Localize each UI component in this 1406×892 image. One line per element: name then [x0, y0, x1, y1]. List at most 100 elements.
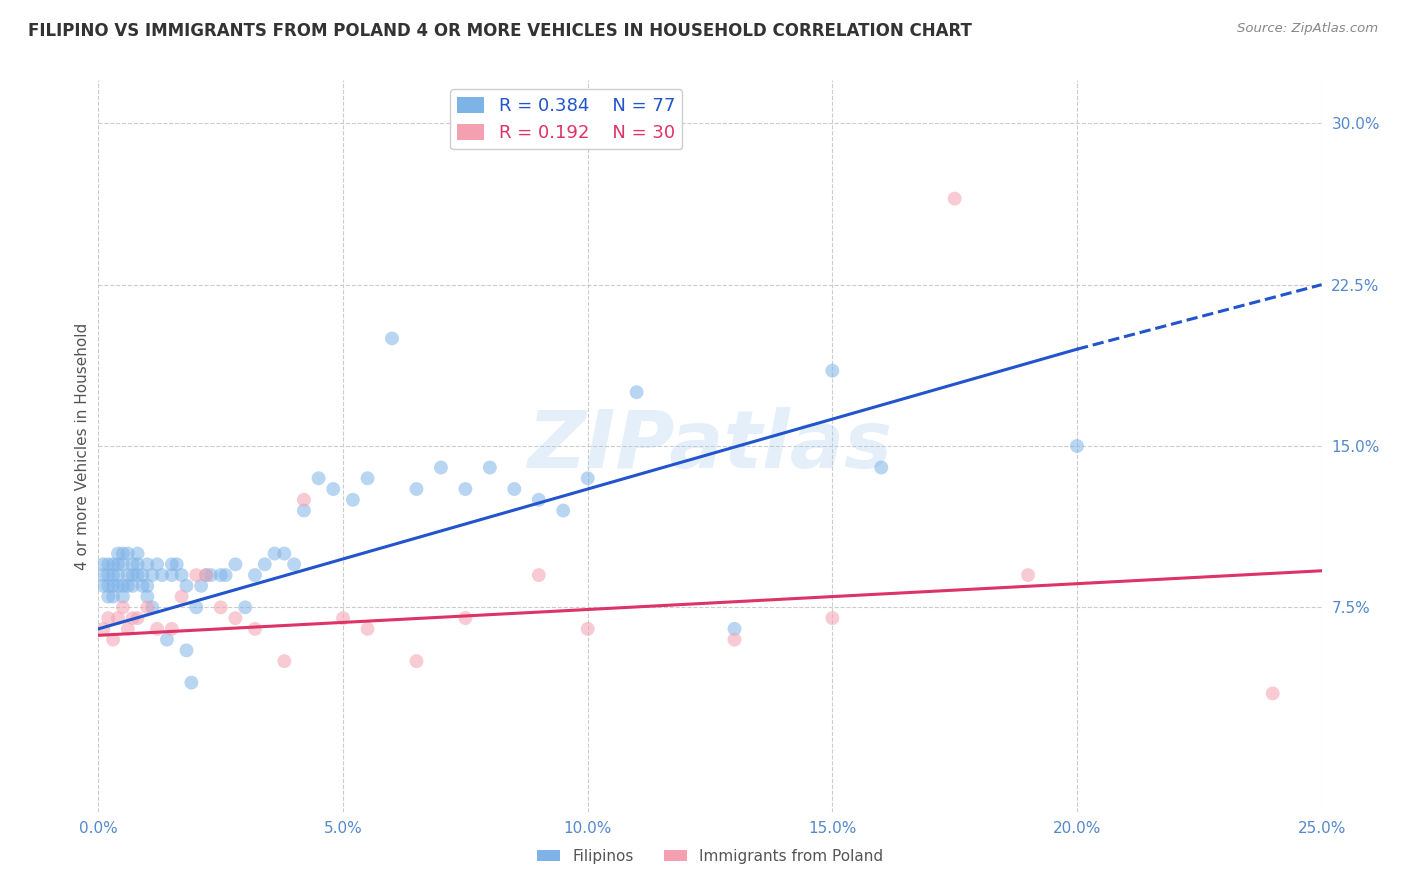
Point — [1261, 686, 1284, 700]
Point — [233, 600, 256, 615]
Point — [121, 611, 143, 625]
Point — [186, 568, 208, 582]
Point — [117, 568, 139, 582]
Point — [111, 600, 134, 615]
Point — [292, 503, 315, 517]
Point — [121, 558, 143, 572]
Point — [91, 622, 114, 636]
Point — [430, 460, 453, 475]
Point — [107, 558, 129, 572]
Point — [146, 622, 169, 636]
Point — [97, 558, 120, 572]
Point — [209, 568, 232, 582]
Point — [176, 643, 198, 657]
Point — [576, 622, 599, 636]
Point — [454, 482, 477, 496]
Point — [186, 600, 208, 615]
Point — [180, 675, 202, 690]
Point — [527, 568, 550, 582]
Point — [356, 622, 378, 636]
Point — [478, 460, 501, 475]
Text: ZIPatlas: ZIPatlas — [527, 407, 893, 485]
Point — [283, 558, 305, 572]
Point — [176, 579, 198, 593]
Point — [127, 611, 149, 625]
Point — [263, 547, 285, 561]
Point — [101, 568, 124, 582]
Point — [127, 558, 149, 572]
Point — [131, 568, 153, 582]
Point — [626, 385, 648, 400]
Point — [821, 611, 844, 625]
Text: Source: ZipAtlas.com: Source: ZipAtlas.com — [1237, 22, 1378, 36]
Point — [821, 364, 844, 378]
Point — [253, 558, 276, 572]
Point — [141, 600, 163, 615]
Point — [121, 579, 143, 593]
Point — [723, 622, 745, 636]
Point — [322, 482, 344, 496]
Text: FILIPINO VS IMMIGRANTS FROM POLAND 4 OR MORE VEHICLES IN HOUSEHOLD CORRELATION C: FILIPINO VS IMMIGRANTS FROM POLAND 4 OR … — [28, 22, 972, 40]
Point — [723, 632, 745, 647]
Legend: Filipinos, Immigrants from Poland: Filipinos, Immigrants from Poland — [530, 843, 890, 870]
Point — [127, 568, 149, 582]
Point — [111, 590, 134, 604]
Point — [117, 622, 139, 636]
Point — [273, 654, 295, 668]
Point — [101, 590, 124, 604]
Point — [121, 568, 143, 582]
Point — [107, 579, 129, 593]
Point — [273, 547, 295, 561]
Point — [136, 590, 159, 604]
Point — [503, 482, 526, 496]
Point — [170, 568, 193, 582]
Point — [1066, 439, 1088, 453]
Y-axis label: 4 or more Vehicles in Household: 4 or more Vehicles in Household — [75, 322, 90, 570]
Point — [111, 579, 134, 593]
Point — [101, 558, 124, 572]
Point — [454, 611, 477, 625]
Point — [308, 471, 330, 485]
Point — [576, 471, 599, 485]
Point — [209, 600, 232, 615]
Point — [97, 611, 120, 625]
Point — [117, 579, 139, 593]
Point — [243, 622, 266, 636]
Point — [200, 568, 222, 582]
Point — [97, 590, 120, 604]
Point — [107, 547, 129, 561]
Point — [943, 192, 966, 206]
Point — [107, 568, 129, 582]
Point — [292, 492, 315, 507]
Point — [141, 568, 163, 582]
Point — [356, 471, 378, 485]
Point — [101, 632, 124, 647]
Point — [160, 558, 183, 572]
Point — [111, 558, 134, 572]
Point — [156, 632, 179, 647]
Point — [101, 579, 124, 593]
Point — [332, 611, 354, 625]
Point — [97, 579, 120, 593]
Point — [195, 568, 218, 582]
Point — [107, 611, 129, 625]
Point — [97, 568, 120, 582]
Point — [170, 590, 193, 604]
Point — [224, 558, 246, 572]
Point — [527, 492, 550, 507]
Point — [131, 579, 153, 593]
Point — [111, 547, 134, 561]
Point — [214, 568, 236, 582]
Point — [160, 622, 183, 636]
Point — [117, 547, 139, 561]
Point — [405, 482, 427, 496]
Point — [160, 568, 183, 582]
Point — [381, 331, 404, 345]
Point — [342, 492, 364, 507]
Point — [243, 568, 266, 582]
Point — [150, 568, 173, 582]
Point — [195, 568, 218, 582]
Point — [91, 568, 114, 582]
Point — [136, 579, 159, 593]
Point — [224, 611, 246, 625]
